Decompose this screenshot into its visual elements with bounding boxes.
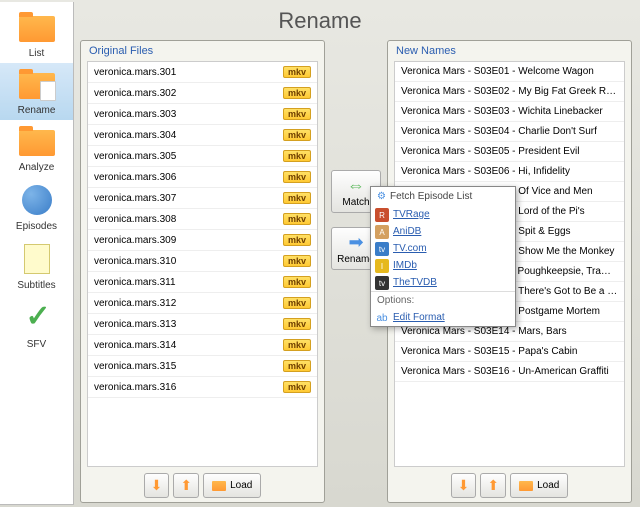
file-row[interactable]: veronica.mars.315mkv bbox=[88, 356, 317, 377]
file-row[interactable]: veronica.mars.302mkv bbox=[88, 83, 317, 104]
options-label: Options: bbox=[371, 291, 515, 309]
name-row[interactable]: Veronica Mars - S03E04 - Charlie Don't S… bbox=[395, 122, 624, 142]
arrow-down-icon: ⬇ bbox=[151, 477, 163, 494]
ext-badge: mkv bbox=[283, 339, 311, 351]
source-imdb[interactable]: IIMDb bbox=[371, 257, 515, 274]
file-row[interactable]: veronica.mars.310mkv bbox=[88, 251, 317, 272]
folder-icon bbox=[519, 481, 533, 491]
original-files-title: Original Files bbox=[81, 41, 324, 59]
arrow-up-icon: ⬆ bbox=[180, 477, 192, 494]
name-row[interactable]: Veronica Mars - S03E06 - Hi, Infidelity bbox=[395, 162, 624, 182]
name-row[interactable]: Veronica Mars - S03E15 - Papa's Cabin bbox=[395, 342, 624, 362]
file-row[interactable]: veronica.mars.308mkv bbox=[88, 209, 317, 230]
file-row[interactable]: veronica.mars.301mkv bbox=[88, 62, 317, 83]
sidebar-item-rename[interactable]: Rename bbox=[0, 63, 73, 120]
move-down-button[interactable]: ⬇ bbox=[451, 473, 477, 498]
ext-badge: mkv bbox=[283, 108, 311, 120]
file-row[interactable]: veronica.mars.303mkv bbox=[88, 104, 317, 125]
ext-badge: mkv bbox=[283, 171, 311, 183]
arrow-down-icon: ⬇ bbox=[458, 477, 470, 494]
load-button[interactable]: Load bbox=[510, 473, 568, 498]
folder-icon bbox=[212, 481, 226, 491]
sidebar-item-episodes[interactable]: Episodes bbox=[0, 177, 73, 236]
new-names-title: New Names bbox=[388, 41, 631, 59]
file-row[interactable]: veronica.mars.305mkv bbox=[88, 146, 317, 167]
sidebar-item-list[interactable]: List bbox=[0, 6, 73, 63]
ext-badge: mkv bbox=[283, 213, 311, 225]
name-row[interactable]: Veronica Mars - S03E01 - Welcome Wagon bbox=[395, 62, 624, 82]
source-tvrage[interactable]: RTVRage bbox=[371, 206, 515, 223]
ext-badge: mkv bbox=[283, 360, 311, 372]
sidebar-item-sfv[interactable]: SFV bbox=[0, 295, 73, 354]
sidebar-item-analyze[interactable]: Analyze bbox=[0, 120, 73, 177]
file-row[interactable]: veronica.mars.316mkv bbox=[88, 377, 317, 398]
name-row[interactable]: Veronica Mars - S03E02 - My Big Fat Gree… bbox=[395, 82, 624, 102]
ext-badge: mkv bbox=[283, 255, 311, 267]
ext-badge: mkv bbox=[283, 66, 311, 78]
file-row[interactable]: veronica.mars.307mkv bbox=[88, 188, 317, 209]
move-up-button[interactable]: ⬆ bbox=[480, 473, 506, 498]
source-thetvdb[interactable]: tvTheTVDB bbox=[371, 274, 515, 291]
name-row[interactable]: Veronica Mars - S03E03 - Wichita Linebac… bbox=[395, 102, 624, 122]
file-row[interactable]: veronica.mars.311mkv bbox=[88, 272, 317, 293]
ext-badge: mkv bbox=[283, 129, 311, 141]
ext-badge: mkv bbox=[283, 150, 311, 162]
page-title: Rename bbox=[0, 0, 640, 38]
file-row[interactable]: veronica.mars.314mkv bbox=[88, 335, 317, 356]
name-row[interactable]: Veronica Mars - S03E05 - President Evil bbox=[395, 142, 624, 162]
ext-badge: mkv bbox=[283, 297, 311, 309]
popup-header: ⚙ Fetch Episode List bbox=[371, 187, 515, 206]
file-row[interactable]: veronica.mars.312mkv bbox=[88, 293, 317, 314]
edit-icon: ab bbox=[375, 311, 389, 325]
ext-badge: mkv bbox=[283, 192, 311, 204]
ext-badge: mkv bbox=[283, 276, 311, 288]
arrow-up-icon: ⬆ bbox=[487, 477, 499, 494]
ext-badge: mkv bbox=[283, 318, 311, 330]
sidebar: ListRenameAnalyzeEpisodesSubtitlesSFV bbox=[0, 2, 74, 505]
original-files-panel: Original Files veronica.mars.301mkvveron… bbox=[80, 40, 325, 503]
ext-badge: mkv bbox=[283, 381, 311, 393]
file-row[interactable]: veronica.mars.309mkv bbox=[88, 230, 317, 251]
original-files-list[interactable]: veronica.mars.301mkvveronica.mars.302mkv… bbox=[87, 61, 318, 467]
source-anidb[interactable]: AAniDB bbox=[371, 223, 515, 240]
ext-badge: mkv bbox=[283, 87, 311, 99]
move-up-button[interactable]: ⬆ bbox=[173, 473, 199, 498]
file-row[interactable]: veronica.mars.306mkv bbox=[88, 167, 317, 188]
file-row[interactable]: veronica.mars.304mkv bbox=[88, 125, 317, 146]
load-button[interactable]: Load bbox=[203, 473, 261, 498]
ext-badge: mkv bbox=[283, 234, 311, 246]
sidebar-item-subtitles[interactable]: Subtitles bbox=[0, 236, 73, 295]
context-menu: ⚙ Fetch Episode List RTVRageAAniDBtvTV.c… bbox=[370, 186, 516, 327]
edit-format-item[interactable]: ab Edit Format bbox=[371, 309, 515, 326]
source-tv.com[interactable]: tvTV.com bbox=[371, 240, 515, 257]
gear-icon: ⚙ bbox=[377, 191, 386, 202]
file-row[interactable]: veronica.mars.313mkv bbox=[88, 314, 317, 335]
name-row[interactable]: Veronica Mars - S03E16 - Un-American Gra… bbox=[395, 362, 624, 382]
move-down-button[interactable]: ⬇ bbox=[144, 473, 170, 498]
